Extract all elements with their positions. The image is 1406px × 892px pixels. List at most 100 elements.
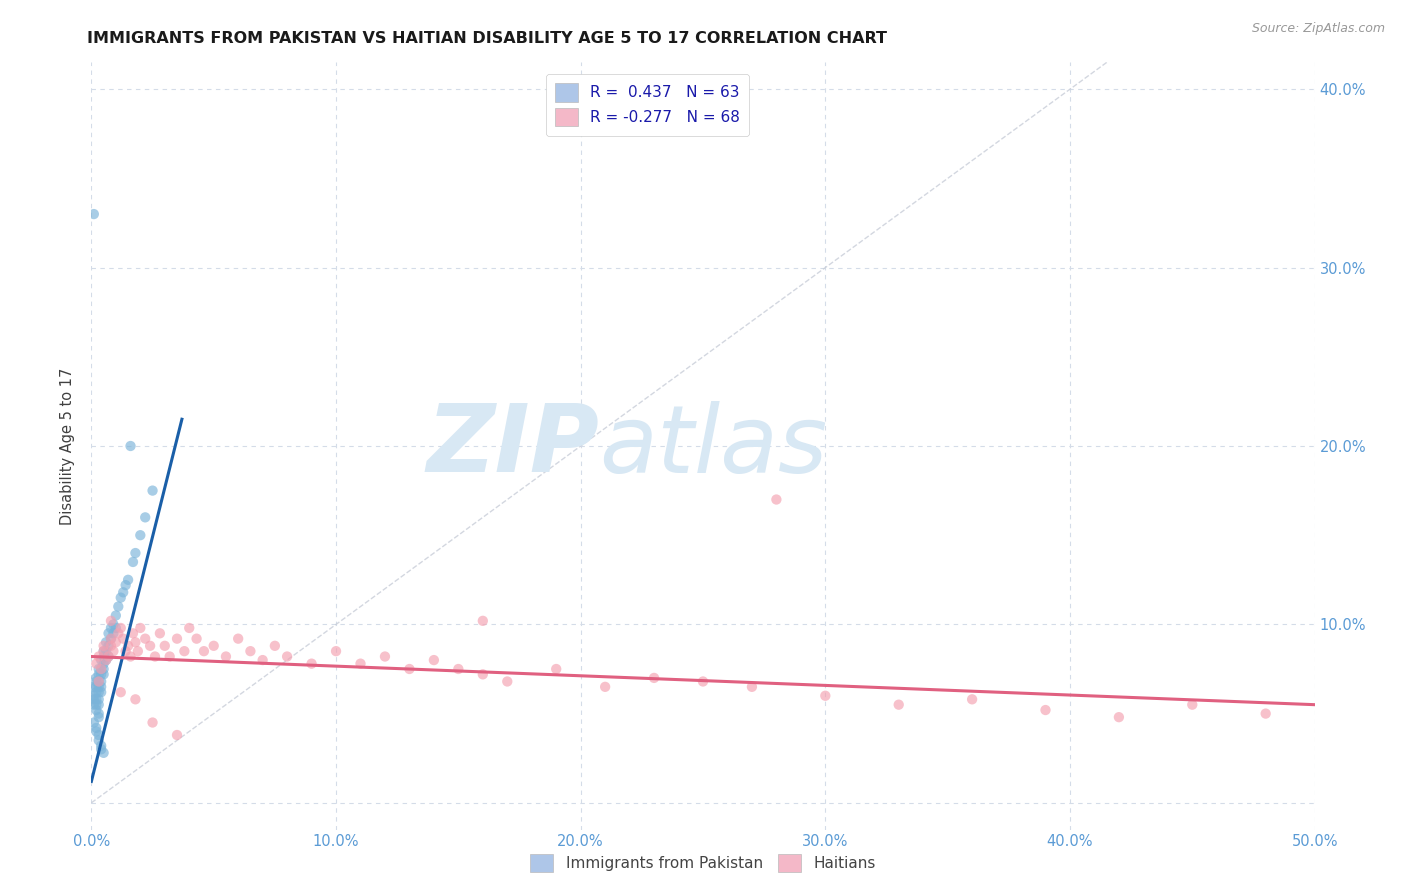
Point [84, 721, 107, 735]
Point [93, 657, 115, 671]
Point [110, 591, 132, 605]
Point [97, 649, 120, 664]
Legend: Immigrants from Pakistan, Haitians: Immigrants from Pakistan, Haitians [523, 846, 883, 880]
Point [1035, 703, 1057, 717]
Point [84, 724, 107, 739]
Point [90, 739, 112, 753]
Point [120, 649, 142, 664]
Point [960, 692, 983, 706]
Point [374, 649, 396, 664]
Point [100, 632, 122, 646]
Point [90, 685, 112, 699]
Point [114, 644, 136, 658]
Point [122, 555, 145, 569]
Point [173, 644, 195, 658]
Point [117, 639, 139, 653]
Point [87, 706, 110, 721]
Point [83, 680, 105, 694]
Point [107, 599, 129, 614]
Point [252, 653, 274, 667]
Point [276, 649, 298, 664]
Point [179, 621, 201, 635]
Point [215, 649, 238, 664]
Point [107, 626, 129, 640]
Point [87, 728, 110, 742]
Point [139, 639, 162, 653]
Point [97, 639, 120, 653]
Point [134, 632, 156, 646]
Point [103, 626, 125, 640]
Point [1254, 706, 1277, 721]
Point [100, 614, 122, 628]
Point [93, 644, 115, 658]
Point [301, 657, 323, 671]
Point [83, 698, 105, 712]
Point [593, 680, 616, 694]
Point [87, 680, 110, 694]
Point [141, 715, 163, 730]
Point [124, 635, 146, 649]
Point [471, 614, 494, 628]
Point [110, 621, 132, 635]
Point [93, 639, 115, 653]
Point [122, 626, 145, 640]
Point [100, 632, 122, 646]
Point [87, 692, 110, 706]
Point [423, 653, 446, 667]
Point [143, 649, 166, 664]
Point [87, 733, 110, 747]
Point [100, 639, 122, 653]
Point [83, 692, 105, 706]
Point [90, 742, 112, 756]
Text: ZIP: ZIP [426, 400, 599, 492]
Point [692, 674, 714, 689]
Point [84, 680, 107, 694]
Point [87, 649, 110, 664]
Point [159, 649, 181, 664]
Point [104, 621, 127, 635]
Point [117, 573, 139, 587]
Point [129, 621, 152, 635]
Point [83, 207, 105, 221]
Point [90, 662, 112, 676]
Point [90, 662, 112, 676]
Point [84, 671, 107, 685]
Point [239, 644, 262, 658]
Point [120, 439, 142, 453]
Point [90, 667, 112, 681]
Point [100, 621, 122, 635]
Point [84, 698, 107, 712]
Point [83, 715, 105, 730]
Point [97, 649, 120, 664]
Point [643, 671, 665, 685]
Point [447, 662, 470, 676]
Point [87, 698, 110, 712]
Y-axis label: Disability Age 5 to 17: Disability Age 5 to 17 [60, 368, 76, 524]
Point [166, 632, 188, 646]
Point [84, 692, 107, 706]
Point [93, 746, 115, 760]
Point [104, 635, 127, 649]
Point [149, 626, 172, 640]
Point [93, 649, 115, 664]
Point [153, 639, 176, 653]
Point [124, 546, 146, 560]
Point [110, 685, 132, 699]
Point [546, 662, 568, 676]
Point [87, 710, 110, 724]
Point [93, 667, 115, 681]
Point [90, 674, 112, 689]
Point [84, 674, 107, 689]
Point [166, 728, 188, 742]
Point [202, 639, 225, 653]
Point [496, 674, 519, 689]
Point [112, 632, 135, 646]
Point [94, 635, 117, 649]
Point [193, 644, 215, 658]
Point [93, 662, 115, 676]
Point [325, 644, 347, 658]
Point [887, 698, 910, 712]
Point [104, 608, 127, 623]
Point [90, 653, 112, 667]
Point [87, 674, 110, 689]
